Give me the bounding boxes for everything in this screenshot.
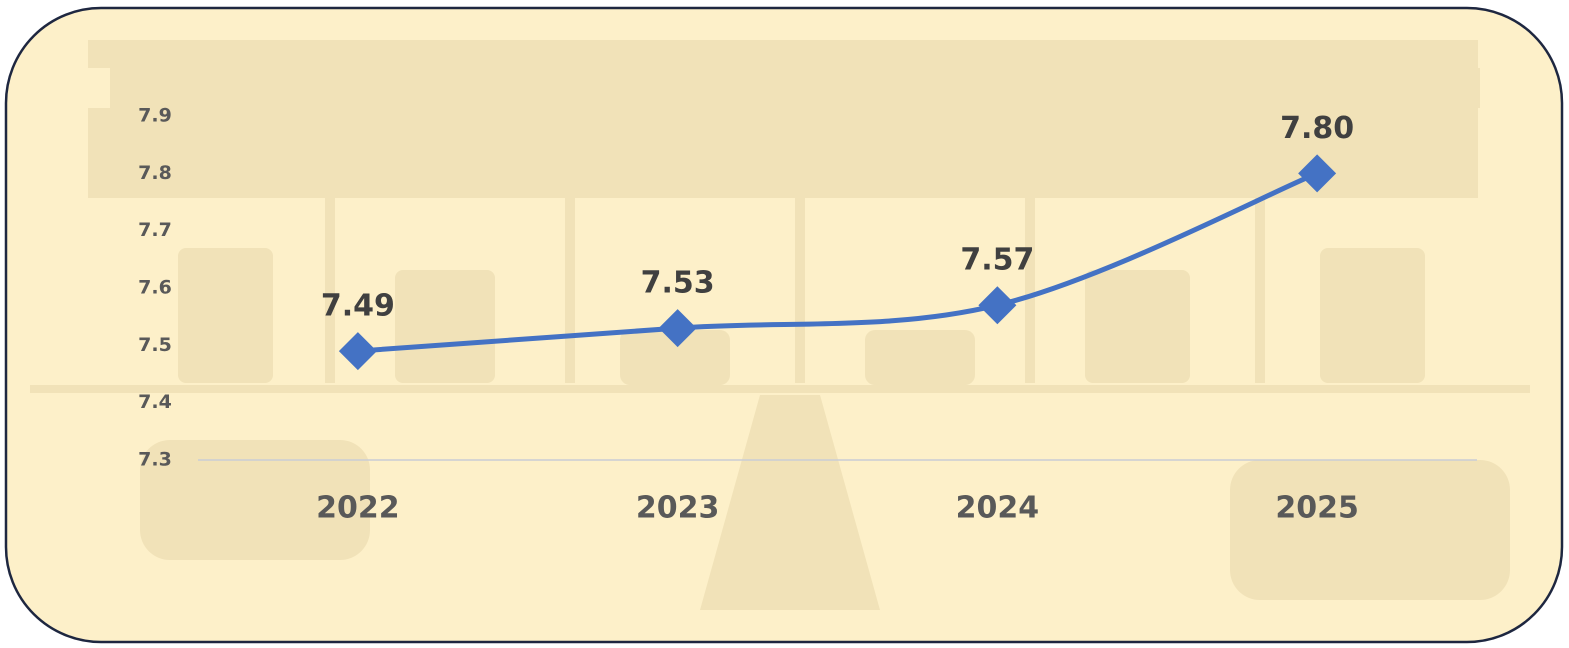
data-label: 7.80 xyxy=(1280,111,1354,146)
y-tick-label: 7.9 xyxy=(138,105,172,127)
data-label: 7.53 xyxy=(641,266,715,301)
y-tick-label: 7.3 xyxy=(138,449,172,471)
y-tick-label: 7.4 xyxy=(138,391,172,413)
x-tick-label: 2022 xyxy=(316,491,400,526)
y-tick-label: 7.8 xyxy=(138,162,172,184)
chart: 7.3 7.4 7.5 7.6 7.7 7.8 7.9 2022 2023 2024 2025 7.4… xyxy=(0,0,1569,648)
y-tick-label: 7.5 xyxy=(138,334,172,356)
y-tick-label: 7.7 xyxy=(138,219,172,241)
x-tick-label: 2023 xyxy=(636,491,720,526)
x-tick-label: 2025 xyxy=(1275,491,1359,526)
x-tick-label: 2024 xyxy=(956,491,1040,526)
data-label: 7.49 xyxy=(321,289,395,324)
y-tick-label: 7.6 xyxy=(138,277,172,299)
data-label: 7.57 xyxy=(960,243,1034,278)
